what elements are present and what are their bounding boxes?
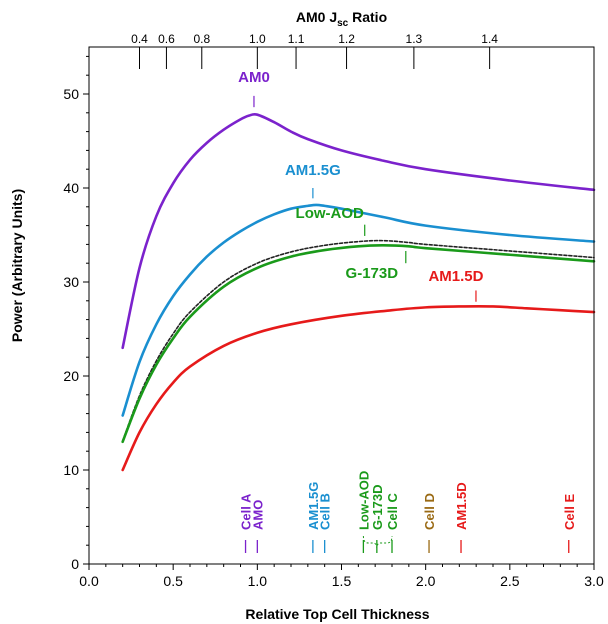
cell-marker-label-am1-5g: AM1.5G xyxy=(306,482,321,530)
series-line-am1-5g xyxy=(121,203,596,417)
x-tick-label: 0.5 xyxy=(163,573,183,589)
y-tick-label: 40 xyxy=(63,180,79,196)
cell-marker-label-cell-e: Cell E xyxy=(562,494,577,530)
curve-label-am1-5d: AM1.5D xyxy=(428,268,483,285)
top-axis-title: AM0 Jsc Ratio xyxy=(296,9,387,29)
curve-label-am1-5g: AM1.5G xyxy=(285,162,341,179)
plot-frame xyxy=(88,46,595,565)
y-tick-label: 30 xyxy=(63,274,79,290)
axis-ticks: 0.0 0.5 1.0 1.5 2.0 2.5 3.0 0 10 20 30 40 50 0.4 0.6 0.… xyxy=(63,32,604,589)
x-tick-label: 1.0 xyxy=(248,573,268,589)
y-tick-label: 10 xyxy=(63,462,79,478)
marker-group-brace xyxy=(362,535,393,549)
cell-marker-label-cell-a: Cell A xyxy=(239,493,254,530)
x-axis-title: Relative Top Cell Thickness xyxy=(245,606,429,622)
x-tick-label: 0.0 xyxy=(79,573,99,589)
cell-marker-label-g-173d: G-173D xyxy=(370,484,385,530)
top-tick-label: 1.0 xyxy=(249,32,266,46)
x-tick-label: 2.5 xyxy=(500,573,520,589)
curve-label-am0: AM0 xyxy=(238,69,270,86)
top-tick-label: 1.3 xyxy=(406,32,423,46)
curve-labels: AM0 AM1.5G Low-AOD G-173D AM1.5D xyxy=(238,69,484,302)
cell-marker-label-cell-c: Cell C xyxy=(385,493,400,530)
y-axis-title: Power (Arbitrary Units) xyxy=(9,189,25,342)
top-tick-label: 0.6 xyxy=(158,32,175,46)
y-tick-label: 20 xyxy=(63,368,79,384)
y-tick-label: 0 xyxy=(71,556,79,572)
series-line-g-173d xyxy=(121,244,596,444)
curve-label-low-aod: Low-AOD xyxy=(296,205,364,222)
top-tick-label: 1.1 xyxy=(288,32,305,46)
series-curves xyxy=(121,112,596,472)
top-tick-label: 1.4 xyxy=(481,32,498,46)
cell-marker-label-low-aod: Low-AOD xyxy=(356,471,371,530)
x-tick-label: 3.0 xyxy=(584,573,604,589)
y-tick-label: 50 xyxy=(63,86,79,102)
series-line-am1-5d xyxy=(121,304,596,472)
cell-marker-label-amo: AMO xyxy=(250,500,265,530)
top-tick-label: 0.8 xyxy=(193,32,210,46)
x-tick-label: 2.0 xyxy=(416,573,436,589)
top-tick-label: 1.2 xyxy=(338,32,355,46)
cell-marker-label-am1-5d: AM1.5D xyxy=(454,482,469,530)
curve-label-g-173d: G-173D xyxy=(346,265,399,282)
cell-marker-label-cell-b: Cell B xyxy=(318,493,333,530)
top-tick-label: 0.4 xyxy=(131,32,148,46)
x-tick-label: 1.5 xyxy=(332,573,352,589)
series-line-low-aod xyxy=(121,239,595,442)
series-line-am0 xyxy=(121,112,596,350)
cell-marker-label-cell-d: Cell D xyxy=(422,493,437,530)
